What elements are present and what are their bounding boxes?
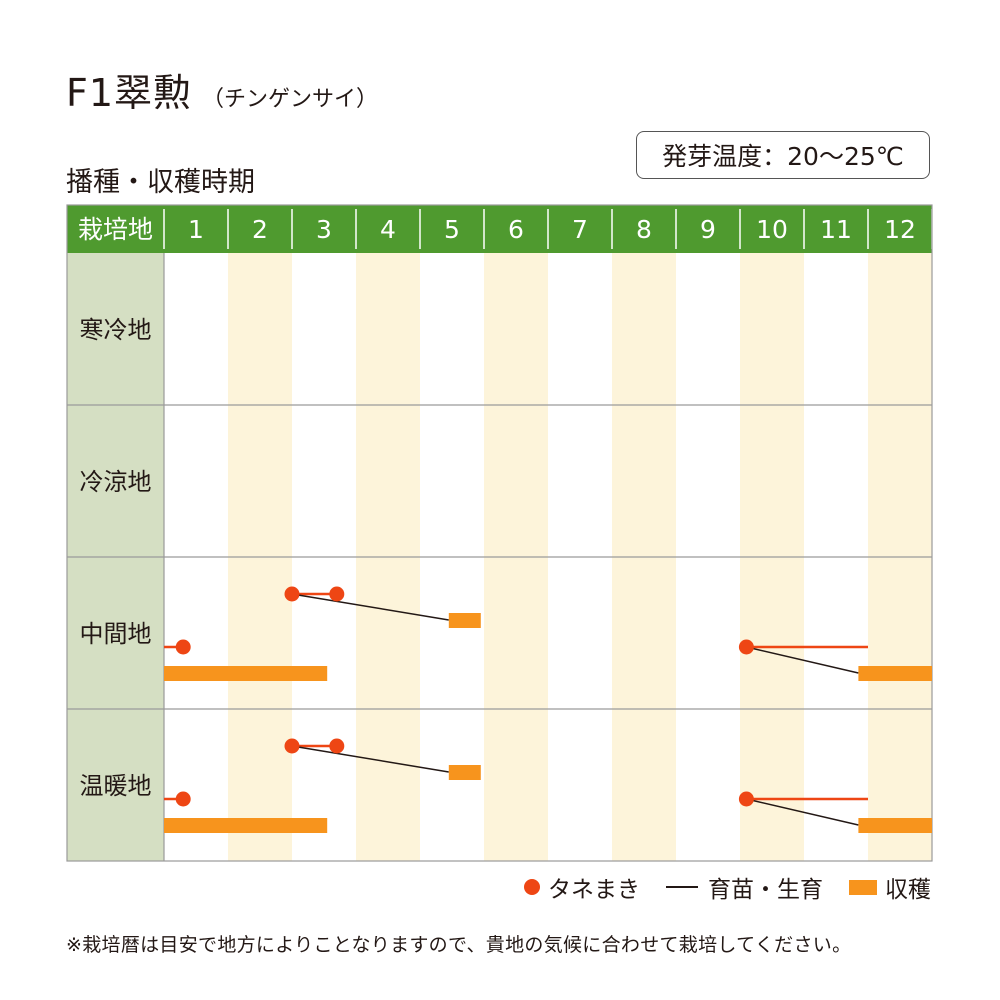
legend-label-harvest: 収穫: [885, 877, 931, 903]
grow-line: [746, 646, 859, 674]
harvest-bar: [164, 818, 328, 833]
germination-temperature-label: 発芽温度：20〜25℃: [662, 142, 904, 171]
region-label: 中間地: [80, 620, 152, 648]
chart-subheading: 播種・収穫時期: [66, 167, 255, 198]
legend-item-harvest: 収穫: [849, 870, 931, 904]
grid-frame: [66, 204, 933, 862]
month-label: 5: [444, 215, 460, 244]
month-label: 4: [380, 215, 396, 244]
sow-dot: [329, 586, 345, 602]
crop-name: （チンゲンサイ）: [202, 87, 379, 112]
grow-line-icon: [666, 886, 698, 888]
harvest-bar: [858, 666, 932, 681]
harvest-bar-icon: [849, 879, 877, 895]
region-label-cell: [67, 557, 164, 709]
month-label: 3: [316, 215, 332, 244]
footnote: ※栽培暦は目安で地方によりことなりますので、貴地の気候に合わせて栽培してください…: [66, 934, 852, 956]
month-label: 7: [572, 215, 588, 244]
sow-dot-icon: [524, 879, 540, 895]
harvest-bar: [448, 765, 481, 780]
legend-label-sow: タネまき: [548, 877, 640, 903]
region-label-cell: [67, 709, 164, 861]
region-label: 温暖地: [80, 772, 152, 800]
month-label: 1: [188, 215, 204, 244]
month-label: 12: [884, 215, 916, 244]
grow-line: [746, 798, 859, 826]
month-label: 10: [756, 215, 788, 244]
header-label: 栽培地: [78, 215, 153, 244]
region-label-cell: [67, 405, 164, 557]
sow-dot: [738, 639, 754, 655]
harvest-bar: [164, 666, 328, 681]
germination-temperature-badge: 発芽温度：20〜25℃: [636, 131, 930, 179]
legend: タネまき 育苗・生育 収穫: [498, 870, 931, 904]
month-label: 2: [252, 215, 268, 244]
sow-dot: [175, 639, 191, 655]
header-row: [67, 205, 932, 253]
chart-title: F1翠勲 （チンゲンサイ）: [66, 62, 378, 117]
region-label: 寒冷地: [80, 316, 152, 344]
sow-dot: [284, 586, 300, 602]
legend-label-grow: 育苗・生育: [708, 877, 823, 903]
region-label: 冷涼地: [80, 468, 152, 496]
grow-line: [291, 593, 449, 621]
region-label-cell: [67, 253, 164, 405]
grow-line: [291, 745, 449, 773]
month-label: 11: [820, 215, 852, 244]
month-label: 8: [636, 215, 652, 244]
sow-dot: [284, 738, 300, 754]
sow-dot: [175, 791, 191, 807]
month-label: 6: [508, 215, 524, 244]
harvest-bar: [448, 613, 481, 628]
sow-dot: [329, 738, 345, 754]
legend-item-grow: 育苗・生育: [666, 870, 823, 904]
legend-item-sow: タネまき: [524, 870, 640, 904]
harvest-bar: [858, 818, 932, 833]
month-label: 9: [700, 215, 716, 244]
variety-name: F1翠勲: [66, 71, 193, 115]
sow-dot: [738, 791, 754, 807]
